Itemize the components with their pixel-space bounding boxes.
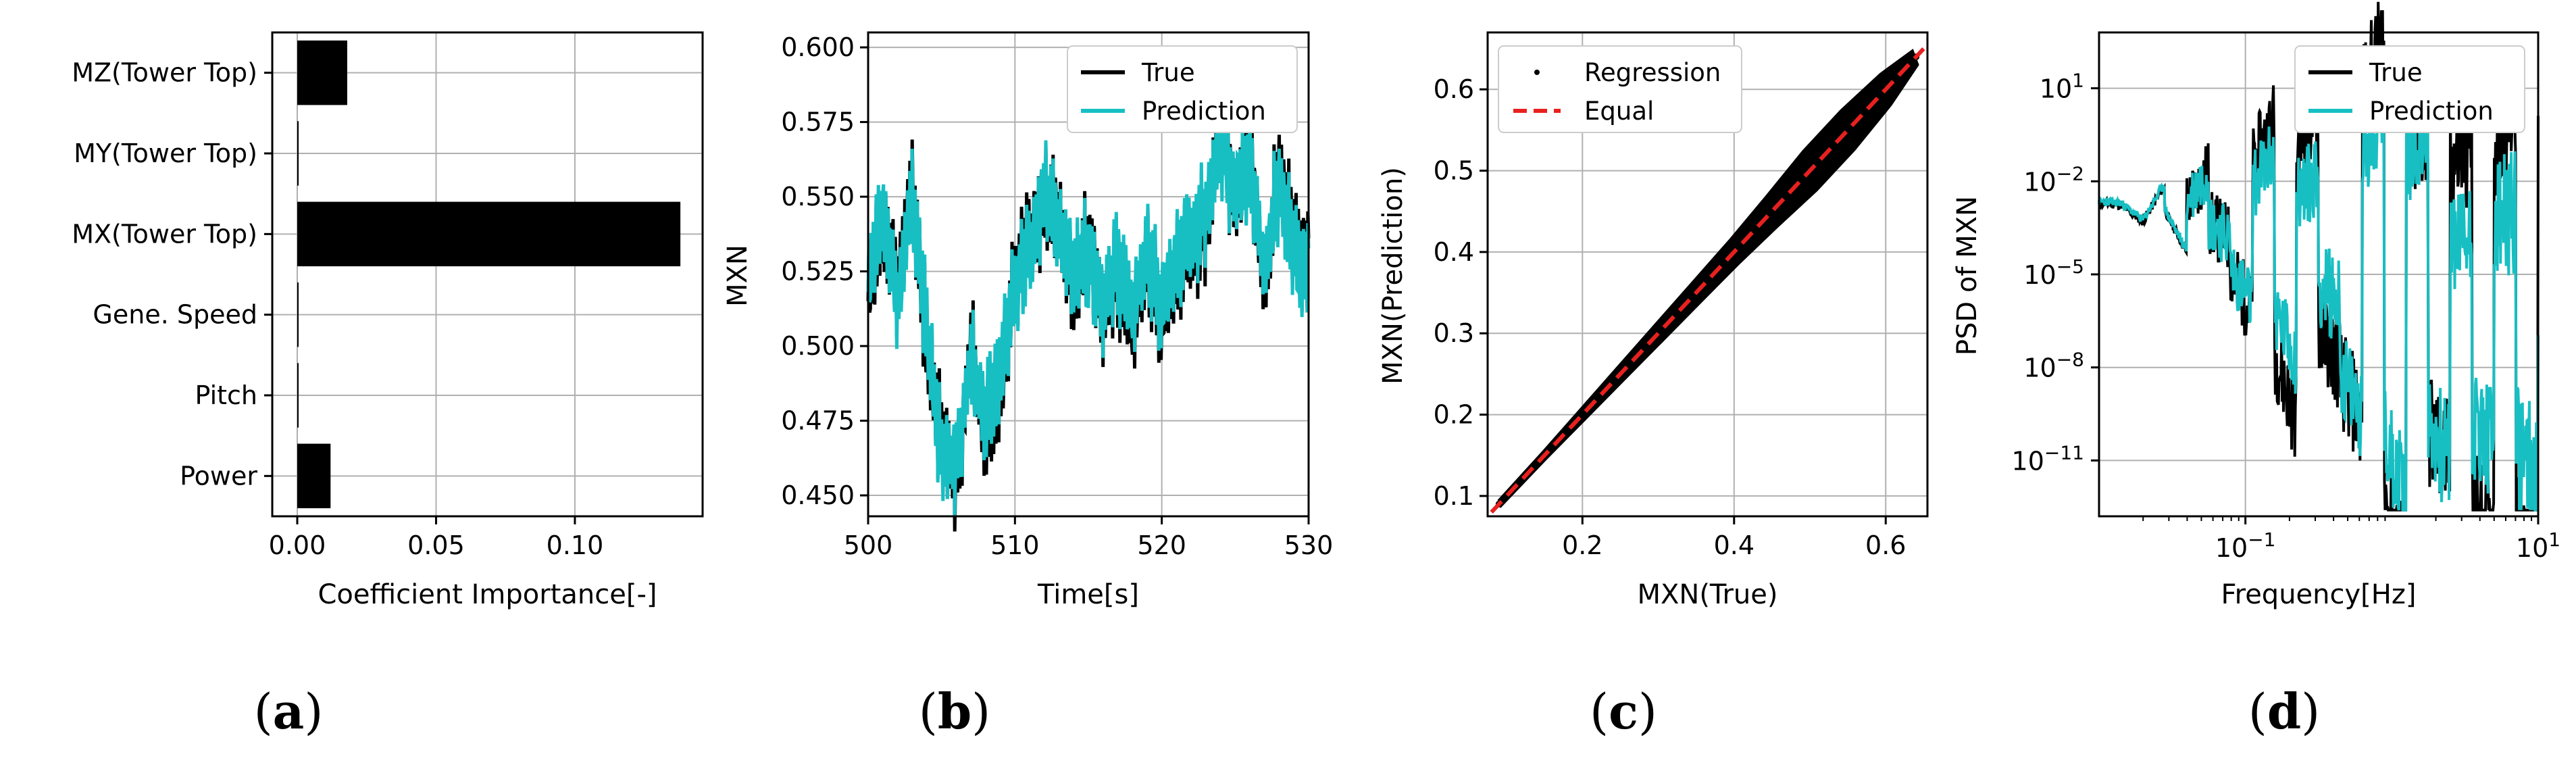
x-tick-label: 10−1 — [2215, 528, 2276, 563]
y-axis-label: MXN — [722, 245, 753, 307]
y-tick-label: 101 — [2040, 70, 2084, 104]
legend-label-prediction: Prediction — [2369, 97, 2494, 126]
bar-gene-speed — [297, 282, 299, 347]
legend-label-equal: Equal — [1584, 97, 1654, 126]
x-tick-label: 0.4 — [1714, 530, 1754, 560]
y-tick-label: 0.2 — [1434, 400, 1474, 430]
panel-a: 0.00 0.05 0.10 MZ(Tower Top) MY(Tower Top) MX… — [72, 31, 704, 740]
x-tick-label: 0.00 — [269, 530, 326, 560]
y-tick-label: 0.575 — [781, 107, 855, 137]
legend-label-true: True — [2369, 58, 2423, 87]
y-tick-label: 0.3 — [1434, 318, 1474, 348]
x-tick-label: 0.05 — [407, 530, 465, 560]
y-tick-label: 10−2 — [2023, 162, 2084, 197]
x-axis-label: Coefficient Importance[-] — [318, 579, 657, 610]
x-axis-label: MXN(True) — [1637, 579, 1777, 610]
x-tick-label: 520 — [1137, 530, 1186, 560]
legend-label-true: True — [1141, 58, 1195, 87]
x-tick-label: 0.10 — [547, 530, 604, 560]
axes-frame-c — [1486, 31, 1929, 518]
y-tick-label: 10−11 — [2012, 441, 2084, 476]
x-tick-label: 0.2 — [1562, 530, 1602, 560]
panel-b: 500 510 520 530 0.450 0.475 0.500 0.525 0.550 0.5… — [722, 31, 1334, 740]
y-tick-label: 0.450 — [781, 480, 855, 510]
x-tick-label: 101 — [2516, 528, 2560, 563]
y-tick-label: 0.500 — [781, 331, 855, 361]
y-tick-label: 10−5 — [2023, 255, 2084, 290]
x-axis-label: Frequency[Hz] — [2221, 579, 2417, 610]
y-axis-label: PSD of MXN — [1952, 196, 1983, 355]
series-prediction-line — [866, 87, 1311, 516]
regression-point — [1579, 411, 1586, 418]
y-axis-label: MXN(Prediction) — [1378, 167, 1409, 385]
axes-frame-b — [867, 31, 1310, 518]
panel-label-a: (a) — [254, 683, 324, 740]
y-tick-label: 0.525 — [781, 257, 855, 287]
legend-swatch-regression — [1534, 70, 1540, 75]
panel-d: 10−1 101 101 10−2 10−5 10−8 10−11 Frequency[Hz]… — [1952, 1, 2560, 740]
panel-label-b: (b) — [919, 683, 991, 740]
series-prediction-line — [2098, 76, 2540, 512]
legend-c: Regression Equal — [1498, 45, 1742, 133]
x-tick-label: 500 — [844, 530, 893, 560]
y-tick-label: 0.5 — [1434, 156, 1474, 186]
legend-d: True Prediction — [2294, 45, 2525, 133]
x-axis-label: Time[s] — [1037, 579, 1139, 610]
category-label: Power — [180, 461, 257, 491]
x-tick-label: 530 — [1284, 530, 1334, 560]
category-label: MY(Tower Top) — [74, 139, 257, 168]
y-tick-label: 0.4 — [1434, 237, 1474, 267]
axes-frame-a — [271, 31, 704, 518]
category-label: MZ(Tower Top) — [72, 58, 257, 88]
category-label: Pitch — [195, 380, 257, 410]
bar-mx-tower-top- — [297, 201, 681, 267]
panel-label-d: (d) — [2248, 683, 2321, 740]
y-tick-label: 0.6 — [1434, 74, 1474, 104]
bar-pitch — [297, 363, 299, 428]
y-tick-label: 0.550 — [781, 182, 855, 212]
x-tick-label: 0.6 — [1865, 530, 1906, 560]
y-tick-label: 10−8 — [2023, 349, 2084, 383]
bar-power — [297, 443, 331, 509]
equal-line — [1490, 47, 1925, 514]
category-label: Gene. Speed — [93, 300, 257, 330]
legend-label-regression: Regression — [1584, 58, 1721, 87]
legend-b: True Prediction — [1067, 45, 1298, 133]
x-tick-label: 510 — [990, 530, 1040, 560]
bar-mz-tower-top- — [297, 40, 347, 105]
legend-label-prediction: Prediction — [1142, 97, 1266, 126]
y-tick-label: 0.1 — [1434, 481, 1474, 511]
category-label: MX(Tower Top) — [72, 219, 257, 249]
panel-label-c: (c) — [1590, 683, 1657, 740]
panel-c: 0.2 0.4 0.6 0.1 0.2 0.3 0.4 0.5 0.6 MXN(True) MXN(… — [1378, 31, 1929, 740]
y-tick-label: 0.600 — [781, 32, 855, 62]
y-tick-label: 0.475 — [781, 406, 855, 436]
bar-my-tower-top- — [297, 121, 299, 186]
